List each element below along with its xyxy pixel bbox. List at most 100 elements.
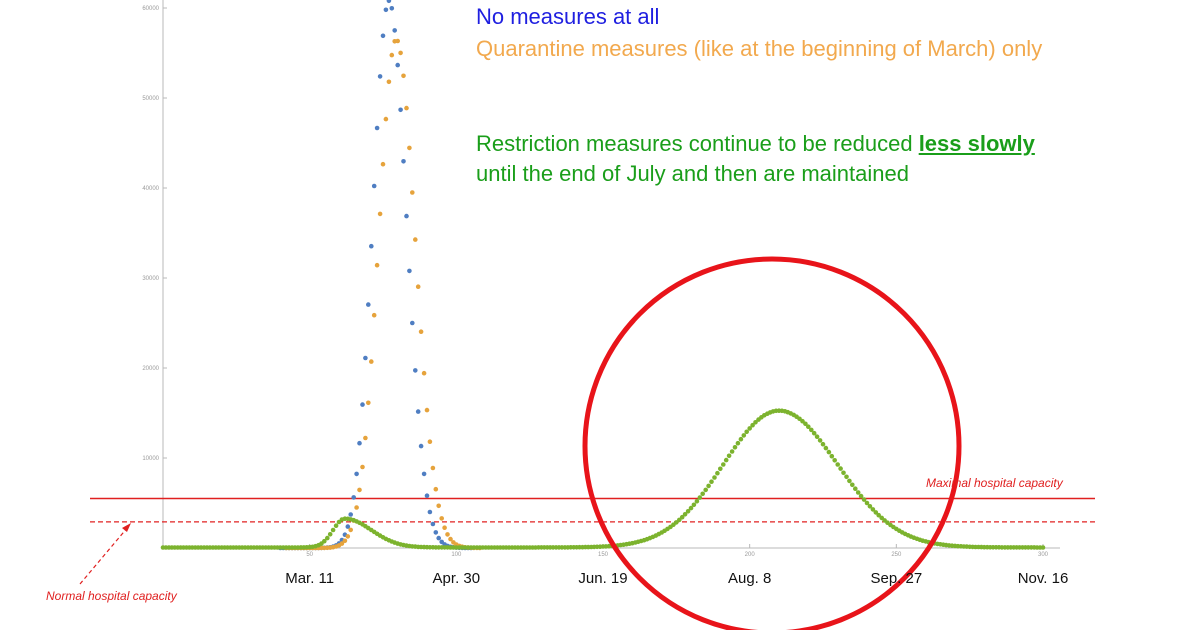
data-point — [855, 490, 861, 495]
data-point — [729, 449, 735, 454]
data-point — [322, 538, 327, 544]
data-point — [389, 52, 395, 58]
data-point — [366, 302, 371, 307]
data-point — [333, 523, 339, 528]
series-restriction — [160, 408, 1046, 550]
data-point — [723, 457, 729, 463]
data-point — [415, 284, 421, 290]
data-point — [439, 516, 445, 521]
data-point — [371, 312, 377, 318]
data-point — [688, 505, 694, 511]
data-point — [424, 407, 430, 413]
data-point — [351, 495, 357, 500]
data-point — [369, 359, 374, 364]
data-point — [732, 445, 738, 450]
data-point — [383, 7, 389, 13]
data-point — [691, 502, 697, 508]
data-point — [750, 422, 755, 428]
data-point — [386, 0, 392, 4]
y-tick-label: 20000 — [142, 366, 159, 372]
data-point — [809, 427, 814, 433]
data-point — [864, 500, 870, 506]
data-point — [853, 486, 858, 492]
data-point — [404, 213, 409, 219]
data-point — [374, 125, 380, 131]
data-point — [685, 509, 691, 514]
data-point — [697, 495, 703, 500]
data-point — [861, 497, 867, 502]
data-point — [706, 483, 711, 489]
data-point — [850, 482, 855, 488]
data-point — [858, 493, 864, 499]
data-point — [345, 524, 351, 529]
data-point — [803, 421, 808, 427]
data-point — [348, 512, 354, 517]
data-point — [445, 532, 450, 537]
data-point — [363, 435, 368, 441]
data-point — [726, 453, 732, 459]
data-point — [1040, 545, 1046, 550]
x-tick-label: 300 — [1038, 552, 1049, 558]
data-point — [371, 183, 377, 189]
data-point — [870, 507, 876, 512]
data-point — [448, 536, 453, 542]
y-tick-label: 30000 — [142, 276, 159, 282]
data-point — [806, 424, 811, 430]
date-label: Aug. 8 — [727, 570, 772, 587]
data-point — [867, 504, 873, 509]
data-point — [421, 471, 427, 477]
data-point — [844, 474, 849, 480]
data-point — [357, 487, 362, 493]
x-tick-label: 50 — [306, 552, 313, 558]
data-point — [709, 479, 714, 485]
y-tick-label: 10000 — [142, 456, 159, 462]
data-point — [427, 509, 433, 515]
data-point — [395, 62, 401, 68]
date-label: Nov. 16 — [1017, 570, 1069, 587]
data-point — [354, 471, 359, 477]
data-point — [712, 475, 717, 480]
data-point — [418, 329, 424, 335]
data-point — [436, 503, 442, 509]
data-point — [410, 190, 415, 195]
data-point — [342, 538, 348, 544]
data-point — [427, 439, 433, 445]
data-point — [433, 530, 439, 535]
data-point — [413, 368, 418, 373]
data-point — [433, 486, 439, 492]
data-point — [398, 107, 403, 113]
data-point — [841, 470, 846, 476]
data-point — [345, 534, 351, 539]
data-point — [407, 145, 412, 151]
x-tick-label: 200 — [745, 552, 756, 558]
data-point — [744, 429, 749, 435]
legend-no-measures: No measures at all — [476, 4, 660, 29]
data-point — [404, 105, 409, 111]
data-point — [360, 464, 365, 470]
data-point — [398, 50, 403, 56]
data-point — [374, 262, 380, 268]
data-point — [363, 355, 368, 361]
data-point — [424, 493, 430, 499]
data-point — [738, 436, 744, 442]
data-point — [380, 33, 386, 39]
data-point — [677, 517, 682, 523]
series-quarantine — [283, 38, 483, 551]
y-tick-label: 50000 — [142, 96, 159, 102]
legend-restriction-line2: until the end of July and then are maint… — [476, 161, 909, 186]
data-point — [360, 402, 365, 407]
data-point — [339, 541, 345, 546]
data-point — [817, 438, 823, 443]
maximal-capacity-label: Maximal hospital capacity — [926, 476, 1063, 490]
data-point — [369, 243, 374, 249]
data-point — [383, 116, 389, 122]
data-point — [327, 532, 333, 537]
series-layer — [160, 0, 1046, 551]
x-tick-label: 250 — [891, 552, 902, 558]
highlight-circle — [582, 256, 962, 630]
data-point — [873, 510, 879, 515]
data-point — [820, 441, 826, 447]
data-point — [395, 38, 401, 44]
data-point — [847, 478, 852, 484]
